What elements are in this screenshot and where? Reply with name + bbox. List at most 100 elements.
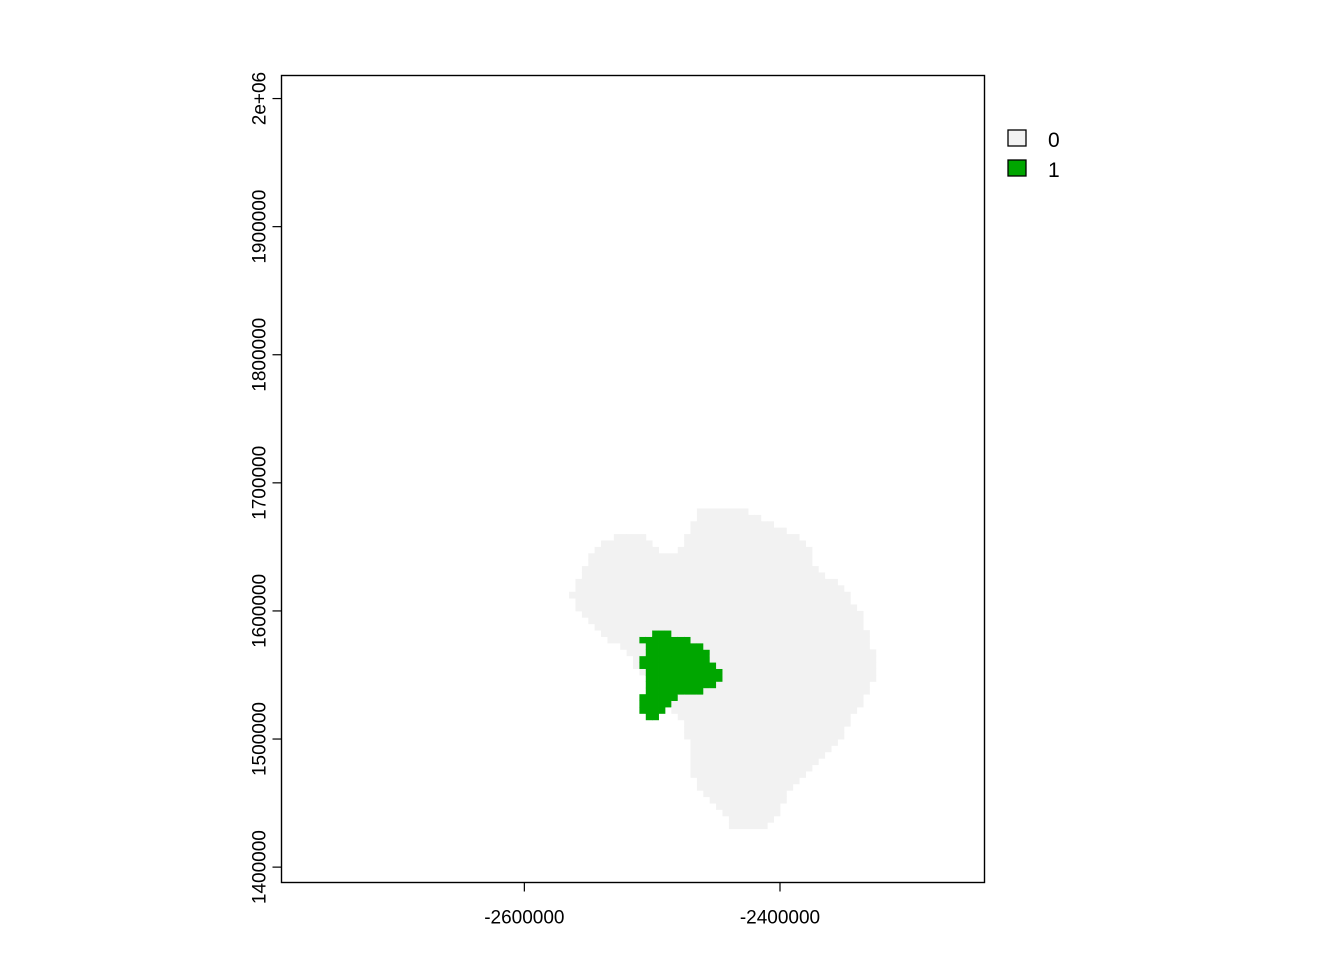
- raster-cell-0: [709, 630, 717, 637]
- raster-cell-0: [786, 719, 794, 727]
- raster-cell-0: [741, 809, 749, 817]
- raster-cell-0: [735, 732, 743, 740]
- raster-cell-0: [620, 636, 628, 644]
- y-tick-label: 1800000: [250, 318, 271, 392]
- raster-cell-1: [677, 681, 685, 689]
- raster-cell-0: [728, 758, 736, 766]
- raster-cell-1: [677, 687, 685, 695]
- raster-cell-0: [722, 713, 730, 721]
- raster-cell-0: [767, 617, 774, 625]
- raster-cell-0: [856, 687, 864, 695]
- raster-cell-0: [850, 694, 858, 702]
- raster-cell-1: [652, 694, 659, 702]
- raster-cell-1: [658, 674, 666, 682]
- raster-cell-0: [850, 681, 858, 689]
- raster-cell-0: [767, 809, 774, 817]
- raster-cell-0: [760, 751, 768, 759]
- raster-cell-0: [671, 617, 679, 625]
- raster-cell-0: [626, 617, 634, 625]
- raster-cell-0: [601, 610, 608, 618]
- raster-cell-0: [811, 674, 819, 682]
- raster-cell-1: [645, 668, 653, 676]
- raster-cell-0: [626, 610, 634, 618]
- raster-cell-0: [856, 668, 864, 676]
- raster-cell-0: [709, 591, 717, 599]
- raster-cell-0: [716, 707, 723, 714]
- raster-cell-0: [728, 751, 736, 759]
- raster-cell-0: [620, 566, 628, 573]
- raster-cell-0: [748, 585, 755, 593]
- raster-cell-0: [850, 655, 858, 663]
- raster-cell-0: [748, 796, 755, 804]
- raster-cell-0: [792, 630, 800, 637]
- raster-cell-0: [843, 707, 851, 714]
- raster-cell-0: [728, 617, 736, 625]
- raster-cell-0: [824, 578, 832, 586]
- raster-cell-0: [696, 745, 704, 753]
- raster-cell-0: [690, 630, 698, 637]
- raster-cell-0: [620, 642, 628, 650]
- raster-cell-0: [703, 546, 711, 554]
- raster-cell-0: [767, 630, 774, 637]
- raster-cell-0: [805, 649, 813, 657]
- raster-cell-0: [831, 623, 838, 631]
- raster-cell-0: [805, 758, 813, 766]
- raster-cell-0: [601, 540, 608, 548]
- raster-cell-0: [716, 796, 723, 804]
- raster-cell-0: [773, 572, 781, 580]
- raster-cell-0: [799, 732, 806, 740]
- raster-cell-0: [671, 585, 679, 593]
- raster-cell-1: [677, 674, 685, 682]
- raster-cell-1: [696, 649, 704, 657]
- raster-cell-0: [818, 707, 826, 714]
- raster-cell-0: [671, 553, 679, 561]
- raster-cell-0: [607, 546, 615, 554]
- raster-cell-0: [773, 700, 781, 708]
- raster-cell-0: [735, 578, 743, 586]
- raster-cell-0: [856, 662, 864, 669]
- raster-cell-1: [677, 636, 685, 644]
- raster-cell-0: [773, 553, 781, 561]
- raster-cell-0: [799, 553, 806, 561]
- raster-cell-0: [709, 790, 717, 798]
- raster-cell-0: [837, 655, 845, 663]
- raster-cell-0: [607, 630, 615, 637]
- raster-cell-0: [805, 707, 813, 714]
- raster-cell-0: [709, 578, 717, 586]
- plot-frame: [280, 74, 986, 884]
- raster-cell-0: [767, 732, 774, 740]
- raster-cell-0: [696, 630, 704, 637]
- raster-cell-0: [703, 726, 711, 734]
- raster-cell-1: [703, 649, 711, 657]
- raster-cell-0: [735, 745, 743, 753]
- raster-cell-0: [690, 566, 698, 573]
- raster-cell-0: [581, 598, 589, 605]
- raster-cell-0: [811, 707, 819, 714]
- raster-cell-1: [703, 655, 711, 663]
- raster-cell-0: [728, 771, 736, 778]
- raster-cell-0: [786, 713, 794, 721]
- raster-cell-0: [716, 534, 723, 541]
- raster-cell-0: [754, 822, 762, 830]
- raster-cell-1: [671, 694, 679, 702]
- raster-cell-1: [652, 649, 659, 657]
- raster-cell-0: [818, 578, 826, 586]
- raster-cell-0: [639, 630, 647, 637]
- raster-cell-0: [741, 751, 749, 759]
- raster-cell-0: [754, 771, 762, 778]
- raster-cell-0: [767, 694, 774, 702]
- raster-cell-0: [594, 604, 602, 612]
- raster-cell-0: [696, 604, 704, 612]
- raster-cell-0: [735, 559, 743, 567]
- raster-cell-0: [645, 630, 653, 637]
- raster-cell-0: [831, 694, 838, 702]
- raster-cell-0: [588, 566, 596, 573]
- raster-cell-0: [824, 687, 832, 695]
- raster-cell-0: [709, 572, 717, 580]
- raster-cell-0: [792, 578, 800, 586]
- raster-cell-0: [645, 623, 653, 631]
- raster-cell-0: [824, 707, 832, 714]
- raster-cell-0: [722, 803, 730, 810]
- raster-cell-0: [792, 617, 800, 625]
- raster-cell-0: [626, 630, 634, 637]
